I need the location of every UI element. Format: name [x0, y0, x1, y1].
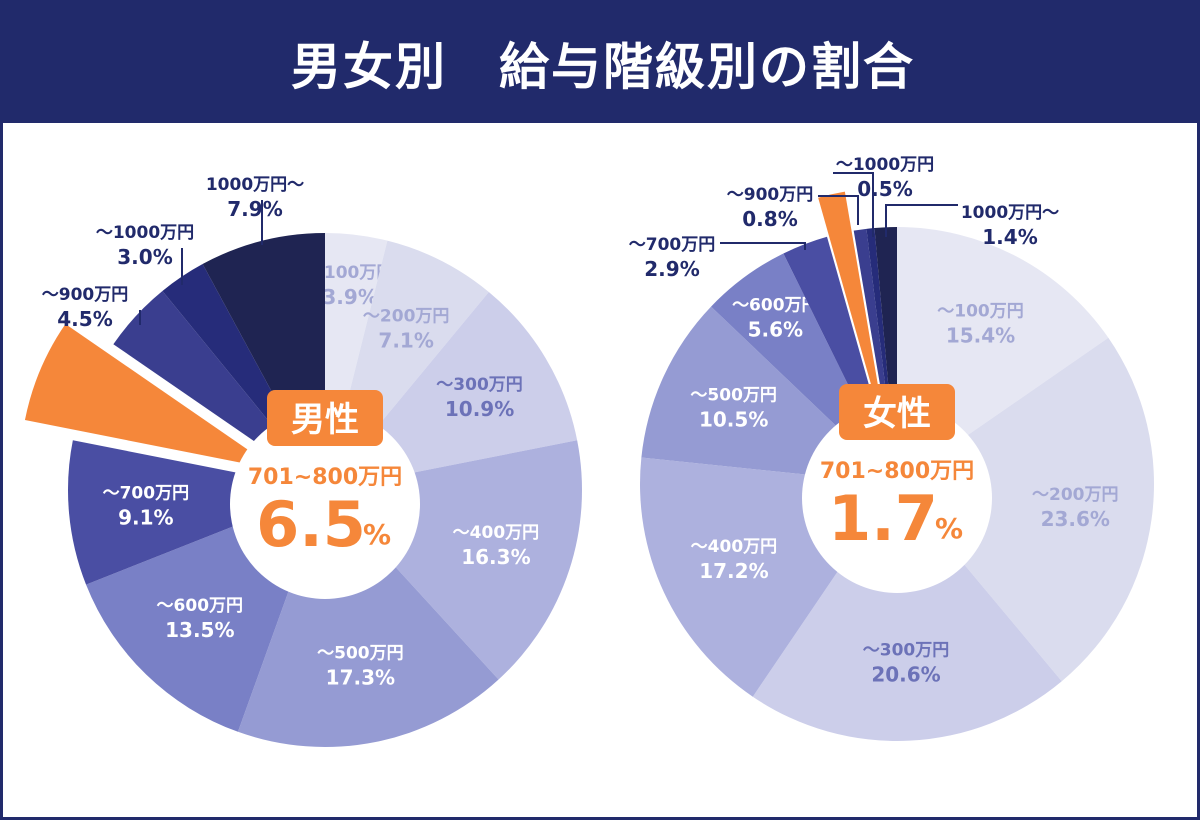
slice-value: 20.6%	[871, 663, 940, 687]
slice-category: 〜900万円	[727, 185, 814, 205]
slice-category: 〜300万円	[863, 641, 950, 661]
slice-value: 3.9%	[322, 285, 377, 309]
pie-slice-to300man-yen	[752, 484, 1062, 741]
slice-category: 〜600万円	[157, 596, 244, 616]
slice-value: 3.0%	[117, 245, 172, 269]
highlight-value: 6.5	[256, 488, 366, 561]
slice-value: 10.5%	[699, 408, 768, 432]
slice-category: 〜300万円	[436, 375, 523, 395]
slice-category: 〜500万円	[317, 643, 404, 663]
slice-category: 〜1000万円	[96, 223, 194, 243]
slice-value: 13.5%	[165, 618, 234, 642]
slice-value: 5.6%	[748, 317, 803, 341]
slice-category: 〜200万円	[363, 306, 450, 326]
highlight-unit: %	[363, 518, 391, 551]
gender-badge	[839, 384, 955, 440]
title-banner: 男女別 給与階級別の割合	[3, 3, 1200, 123]
slice-value: 2.9%	[644, 257, 699, 281]
slice-label-1000man-yento: 1000万円〜7.9%	[206, 175, 304, 245]
slice-value: 17.2%	[699, 559, 768, 583]
pie-slice-to200man-yen	[897, 337, 1155, 682]
highlight-category: 701~800万円	[820, 459, 974, 484]
slice-category: 〜400万円	[453, 523, 540, 543]
slice-value: 9.1%	[118, 505, 173, 529]
slice-category: 〜400万円	[691, 537, 778, 557]
slice-label-1000man-yento: 1000万円〜1.4%	[885, 203, 1059, 249]
highlight-value: 1.7	[828, 482, 938, 555]
center-disc	[230, 409, 420, 599]
slice-category: 〜1000万円	[836, 155, 934, 175]
female-pie-chart: 〜100万円15.4%〜200万円23.6%〜300万円20.6%〜400万円1…	[629, 155, 1155, 741]
slice-value: 0.8%	[742, 207, 797, 231]
slice-value: 1.4%	[982, 225, 1037, 249]
highlight-unit: %	[935, 512, 963, 545]
slice-value: 0.5%	[857, 177, 912, 201]
slice-category: 〜900万円	[42, 285, 129, 305]
slice-value: 16.3%	[461, 545, 530, 569]
leader-line	[818, 195, 859, 225]
slice-value: 7.9%	[227, 197, 282, 221]
slice-value: 23.6%	[1041, 507, 1110, 531]
slice-category: 〜700万円	[103, 483, 190, 503]
slice-category: 〜100万円	[307, 263, 394, 283]
male-pie-chart: 〜100万円3.9%〜200万円7.1%〜300万円10.9%〜400万円16.…	[24, 175, 583, 747]
gender-label: 男性	[291, 400, 359, 440]
slice-value: 15.4%	[946, 324, 1015, 348]
leader-line	[720, 242, 806, 250]
leader-line	[833, 172, 874, 237]
slice-value: 10.9%	[445, 397, 514, 421]
gender-badge	[267, 390, 383, 446]
pie-slice-to800man-yen	[24, 324, 278, 470]
center-disc	[802, 403, 992, 593]
slice-category: 〜200万円	[1032, 485, 1119, 505]
slice-category: 〜100万円	[937, 302, 1024, 322]
slice-category: 〜500万円	[690, 386, 777, 406]
highlight-category: 701~800万円	[248, 465, 402, 490]
slice-category: 1000万円〜	[206, 175, 304, 195]
page-title: 男女別 給与階級別の割合	[291, 38, 915, 96]
leader-line	[885, 204, 958, 237]
slice-value: 7.1%	[378, 328, 433, 352]
slice-value: 4.5%	[57, 307, 112, 331]
gender-label: 女性	[863, 394, 931, 434]
slice-value: 17.3%	[326, 665, 395, 689]
pie-slice-to800man-yen	[818, 191, 889, 445]
slice-category: 〜600万円	[732, 295, 819, 315]
slice-category: 〜700万円	[629, 235, 716, 255]
pie-slice-to700man-yen	[67, 440, 325, 585]
slice-category: 1000万円〜	[961, 203, 1059, 223]
